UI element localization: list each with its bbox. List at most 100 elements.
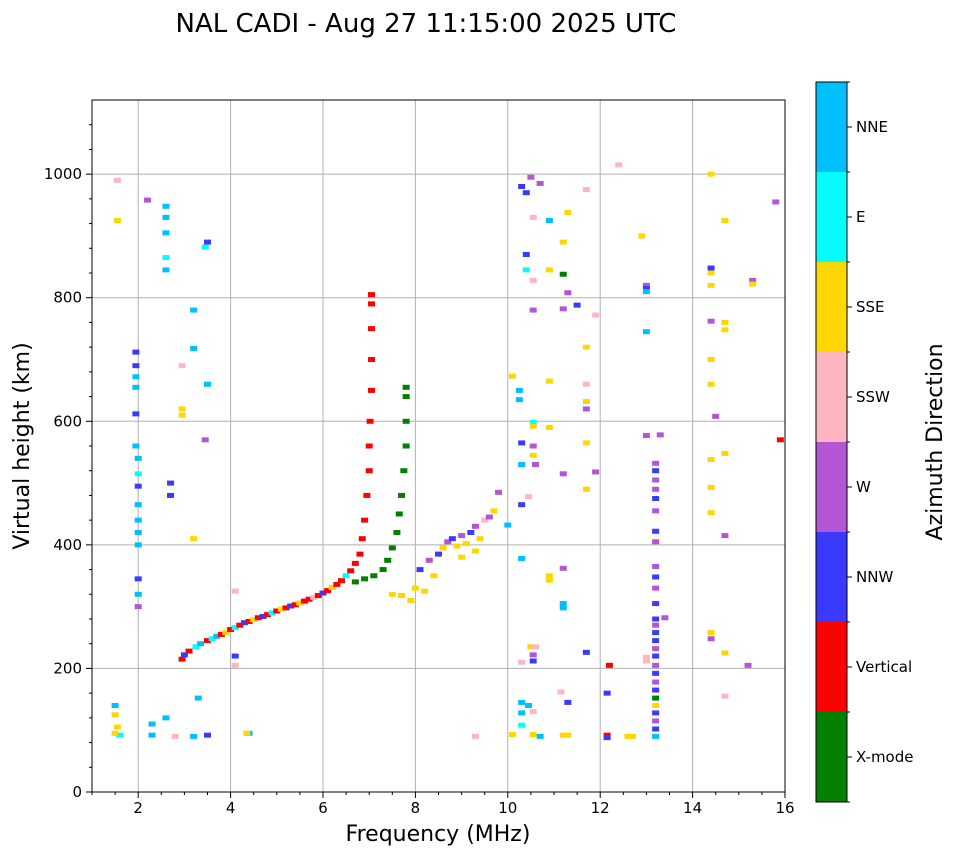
data-point xyxy=(707,636,715,642)
colorbar-segment xyxy=(816,532,847,622)
data-point xyxy=(365,443,373,449)
data-point xyxy=(395,511,403,517)
data-point xyxy=(134,604,142,610)
data-point xyxy=(134,517,142,523)
x-ticks: 2 4 6 8 10 12 14 16 xyxy=(91,792,795,817)
data-point xyxy=(194,695,202,701)
data-point xyxy=(536,733,544,739)
data-point xyxy=(162,255,170,261)
data-point xyxy=(652,528,660,534)
data-point xyxy=(314,593,322,599)
data-point xyxy=(525,703,533,708)
data-point xyxy=(652,460,660,466)
data-point xyxy=(485,514,493,520)
data-point xyxy=(652,486,660,492)
x-tick-label: 2 xyxy=(133,799,143,817)
data-point xyxy=(652,496,660,502)
data-point xyxy=(559,732,567,738)
data-point xyxy=(333,581,341,587)
data-point xyxy=(132,411,140,417)
data-point xyxy=(388,591,396,597)
data-point xyxy=(111,712,119,718)
data-point xyxy=(273,608,281,614)
data-point xyxy=(162,203,170,209)
data-point xyxy=(236,622,244,628)
data-point xyxy=(707,265,715,271)
data-point xyxy=(458,533,466,539)
data-point xyxy=(259,614,267,620)
data-point xyxy=(564,732,572,738)
data-point xyxy=(356,551,364,557)
data-point xyxy=(638,233,646,239)
data-point xyxy=(652,653,660,659)
data-point xyxy=(652,574,660,580)
data-point xyxy=(545,378,553,384)
data-point xyxy=(398,593,406,599)
data-point xyxy=(582,381,590,387)
colorbar-tick-label: NNE xyxy=(856,118,888,136)
colorbar-segment xyxy=(816,82,847,172)
data-point xyxy=(642,329,650,335)
colorbar: X-mode Vertical NNW W SSW SSE E NNE xyxy=(816,81,913,803)
data-point xyxy=(368,357,376,362)
data-point xyxy=(400,468,408,474)
data-point xyxy=(707,270,715,276)
data-point xyxy=(471,548,479,554)
data-point xyxy=(277,606,285,612)
data-point xyxy=(231,588,239,594)
data-point xyxy=(132,384,140,390)
y-tick-label: 200 xyxy=(53,659,82,677)
data-point xyxy=(250,617,258,623)
y-ticks: 0 200 400 600 800 1000 xyxy=(44,124,92,801)
data-point xyxy=(772,199,780,205)
data-point xyxy=(642,289,650,295)
colorbar-label: Azimuth Direction xyxy=(923,343,948,540)
data-point xyxy=(185,648,193,654)
data-point xyxy=(504,522,512,528)
data-point xyxy=(379,567,387,573)
data-point xyxy=(518,184,526,189)
data-point xyxy=(384,557,392,563)
data-point xyxy=(629,733,637,739)
data-point xyxy=(490,508,498,514)
colorbar-segment xyxy=(816,262,847,352)
data-point xyxy=(363,492,371,498)
data-point xyxy=(661,615,669,621)
data-point xyxy=(358,536,366,542)
data-point xyxy=(721,650,729,656)
colorbar-segment xyxy=(816,352,847,442)
data-point xyxy=(351,560,359,566)
data-point xyxy=(582,344,590,350)
data-point xyxy=(522,190,530,196)
data-point xyxy=(529,277,537,283)
data-point xyxy=(204,381,211,387)
data-point xyxy=(559,605,567,611)
data-point xyxy=(453,543,461,549)
data-point xyxy=(652,687,660,693)
colorbar-tick-label: SSW xyxy=(856,388,890,406)
data-point xyxy=(407,597,415,603)
data-point xyxy=(197,641,205,647)
data-point xyxy=(707,630,715,636)
colorbar-frame xyxy=(815,81,848,803)
data-point xyxy=(245,618,253,624)
data-point xyxy=(134,542,142,548)
data-point xyxy=(527,174,535,180)
data-point xyxy=(162,214,170,220)
data-point xyxy=(132,374,140,380)
data-point xyxy=(529,420,537,426)
data-point xyxy=(518,699,526,705)
data-point xyxy=(518,502,526,508)
data-point xyxy=(180,652,188,658)
data-point xyxy=(204,638,211,644)
data-point xyxy=(518,710,526,716)
data-point xyxy=(652,703,660,708)
data-point xyxy=(319,590,327,596)
data-point xyxy=(652,601,660,607)
data-point xyxy=(132,443,140,449)
data-point xyxy=(721,693,729,699)
x-tick-label: 10 xyxy=(498,799,517,817)
data-point xyxy=(190,345,198,351)
data-point xyxy=(222,630,230,636)
colorbar-tick-label: SSE xyxy=(856,298,885,316)
